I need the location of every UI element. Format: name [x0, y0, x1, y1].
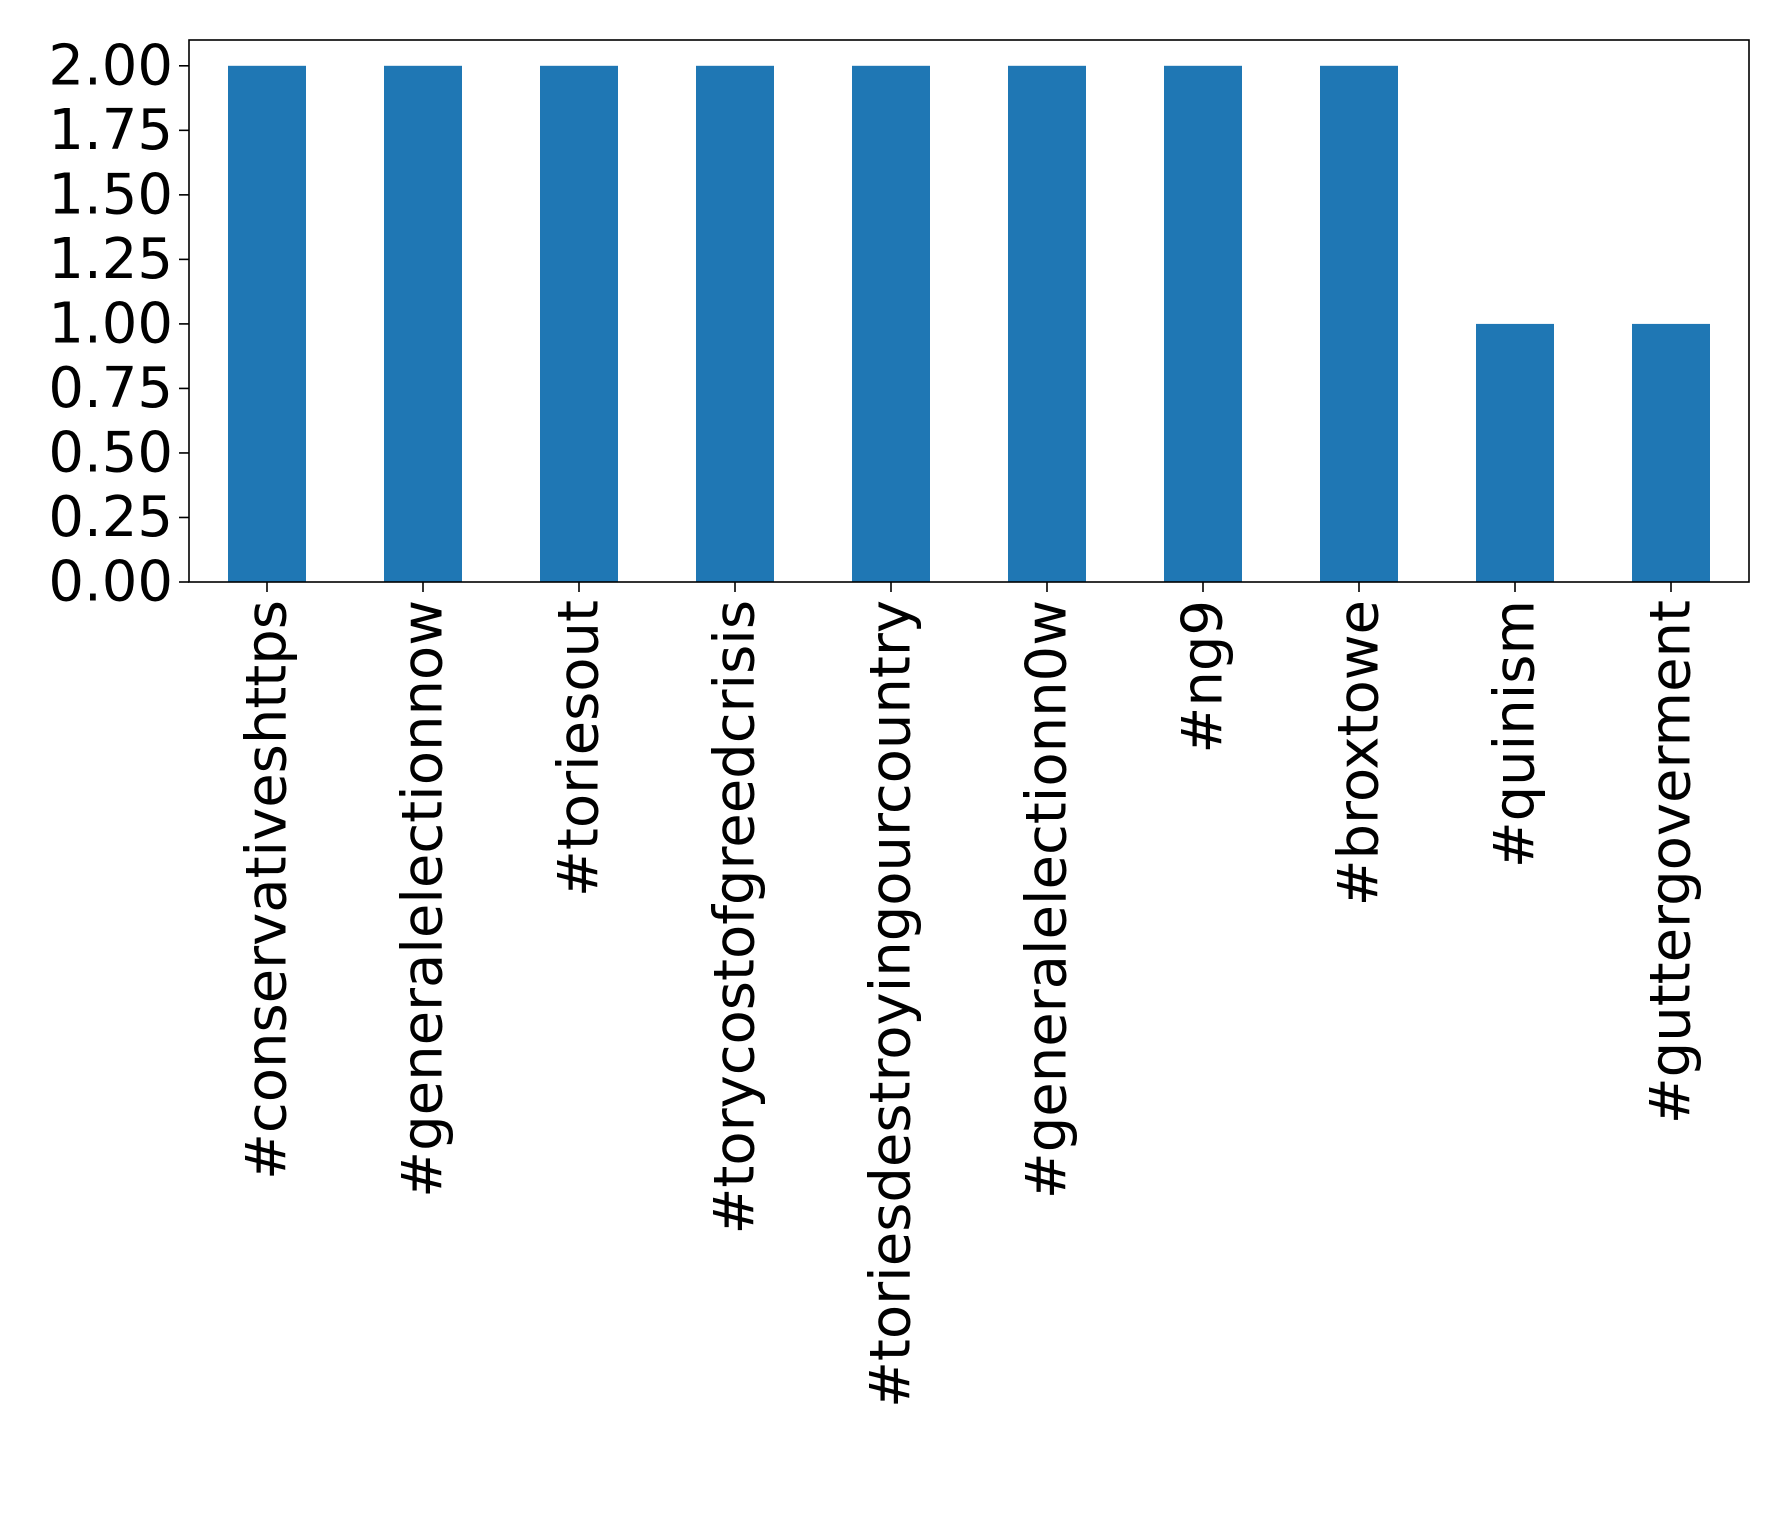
x-tick-label-7: #broxtowe: [1327, 600, 1392, 906]
x-tick-label-9: #guttergoverment: [1639, 600, 1704, 1124]
y-tick-label-7: 1.75: [48, 98, 173, 163]
x-tick-label-8: #quinism: [1483, 600, 1548, 868]
bar-0: [228, 65, 306, 583]
y-tick-label-0: 0.00: [48, 550, 173, 615]
x-tick-label-4: #toriesdestroyingourcountry: [859, 600, 924, 1408]
plot-frame: [188, 39, 1750, 583]
y-tick-label-2: 0.50: [48, 420, 173, 485]
y-tick-label-3: 0.75: [48, 356, 173, 421]
x-tick-label-5: #generalelectionn0w: [1015, 600, 1080, 1199]
x-tick-label-3: #torycostofgreedcrisis: [703, 600, 768, 1235]
y-axis: 0.000.250.500.751.001.251.501.752.00: [48, 33, 189, 615]
bar-5: [1008, 65, 1086, 583]
bars-group: [228, 65, 1710, 583]
bar-2: [540, 65, 618, 583]
bar-7: [1320, 65, 1398, 583]
x-tick-label-1: #generalelectionnow: [391, 600, 456, 1198]
x-axis: #conservativeshttps #generalelectionnow #t…: [235, 582, 1704, 1408]
bar-3: [696, 65, 774, 583]
y-tick-label-4: 1.00: [48, 291, 173, 356]
bar-1: [384, 65, 462, 583]
bar-4: [852, 65, 930, 583]
x-tick-label-6: #ng9: [1171, 600, 1236, 754]
y-tick-label-5: 1.25: [48, 227, 173, 292]
bar-9: [1632, 323, 1710, 582]
y-tick-label-1: 0.25: [48, 485, 173, 550]
bar-8: [1476, 323, 1554, 582]
bar-6: [1164, 65, 1242, 583]
y-tick-label-8: 2.00: [48, 33, 173, 98]
y-tick-label-6: 1.50: [48, 162, 173, 227]
x-tick-label-0: #conservativeshttps: [235, 600, 300, 1180]
x-tick-label-2: #toriesout: [547, 600, 612, 897]
